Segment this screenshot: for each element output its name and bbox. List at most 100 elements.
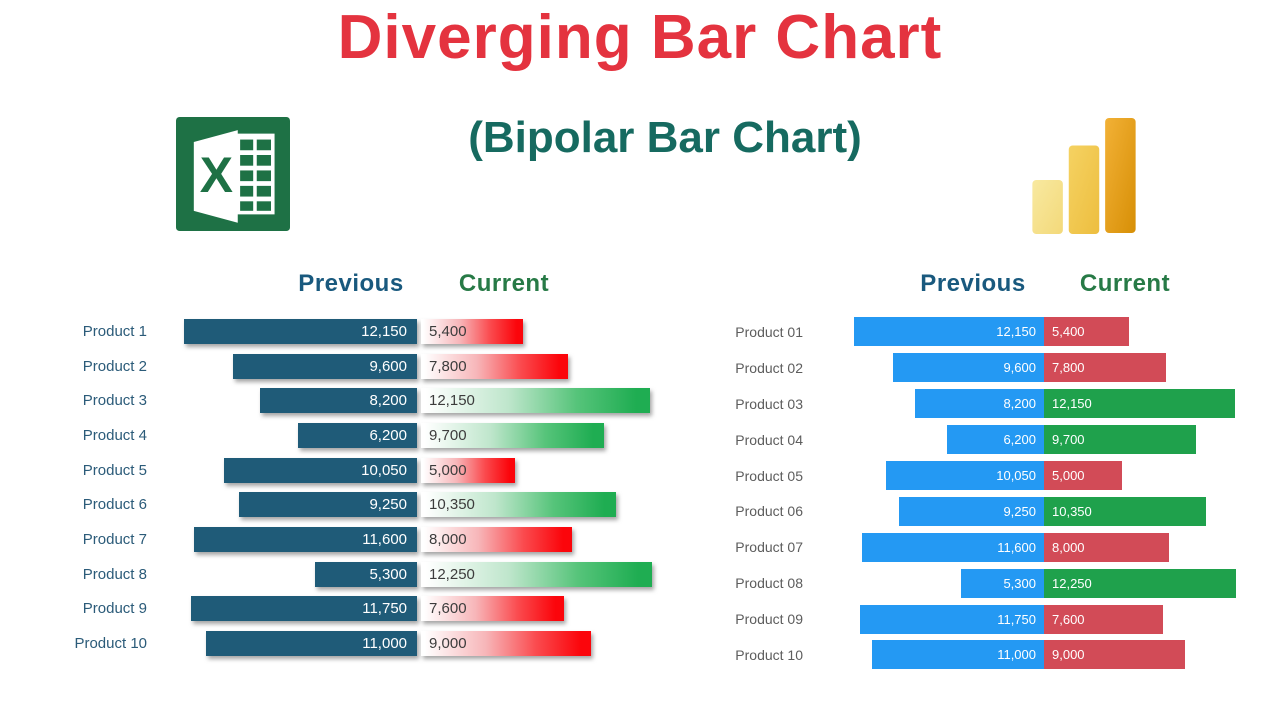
category-label: Product 4 <box>82 426 147 444</box>
current-bar-track: 7,800 <box>421 349 657 384</box>
previous-value: 6,200 <box>1003 432 1036 448</box>
current-bar: 8,000 <box>421 526 573 552</box>
current-bar-track: 8,000 <box>421 522 657 557</box>
current-value: 9,700 <box>429 426 467 444</box>
previous-bar-track: 12,150 <box>177 314 417 349</box>
previous-value: 11,600 <box>362 530 407 548</box>
previous-bar-track: 5,300 <box>177 557 417 592</box>
current-value: 9,000 <box>429 635 467 653</box>
previous-value: 11,000 <box>362 635 407 653</box>
previous-bar: 8,200 <box>259 388 417 414</box>
previous-value: 11,000 <box>997 647 1036 663</box>
category-label: Product 3 <box>82 392 147 410</box>
chart-row: Product 06 9,250 10,350 <box>733 493 1240 529</box>
category-label: Product 2 <box>82 357 147 375</box>
previous-bar: 11,750 <box>191 596 417 622</box>
category-label: Product 6 <box>82 496 147 514</box>
current-bar: 10,350 <box>1044 496 1207 526</box>
current-value: 7,600 <box>1052 611 1085 627</box>
previous-bar-track: 9,250 <box>848 493 1044 529</box>
previous-bar: 6,200 <box>297 422 417 448</box>
previous-bar-track: 9,250 <box>177 487 417 522</box>
previous-bar-track: 11,750 <box>848 601 1044 637</box>
category-label: Product 5 <box>82 461 147 479</box>
current-bar: 12,250 <box>1044 568 1237 598</box>
chart-row: Product 10 11,000 9,000 <box>733 637 1240 673</box>
previous-bar-track: 11,000 <box>177 626 417 661</box>
previous-bar: 12,150 <box>853 317 1044 347</box>
current-value: 5,000 <box>1052 468 1085 483</box>
previous-bar-track: 5,300 <box>848 565 1044 601</box>
current-bar-track: 5,000 <box>1044 458 1240 494</box>
svg-text:X: X <box>200 147 233 203</box>
previous-value: 5,300 <box>1003 575 1036 591</box>
chart-row: Product 6 9,250 10,350 <box>36 487 657 522</box>
previous-bar: 5,300 <box>960 568 1044 598</box>
current-bar: 7,800 <box>1044 353 1167 383</box>
current-value: 7,800 <box>429 357 467 375</box>
previous-bar: 11,000 <box>871 640 1044 670</box>
previous-bar: 10,050 <box>224 457 417 483</box>
previous-bar: 8,200 <box>915 389 1044 419</box>
current-bar-track: 12,250 <box>421 557 657 592</box>
current-value: 7,600 <box>429 600 467 618</box>
current-value: 7,800 <box>1052 360 1085 376</box>
chart-row: Product 9 11,750 7,600 <box>36 592 657 627</box>
column-header-previous: Previous <box>920 270 1026 297</box>
excel-icon: X <box>176 117 290 231</box>
current-bar-track: 9,000 <box>421 626 657 661</box>
current-value: 9,700 <box>1052 432 1085 448</box>
chart-row: Product 01 12,150 5,400 <box>733 314 1240 350</box>
current-value: 10,350 <box>429 496 475 514</box>
current-value: 9,000 <box>1052 647 1085 663</box>
page-title: Diverging Bar Chart <box>337 3 943 72</box>
previous-value: 9,600 <box>369 357 407 375</box>
current-bar-track: 7,600 <box>1044 601 1240 637</box>
category-label: Product 03 <box>735 395 803 412</box>
current-bar: 7,800 <box>421 353 569 379</box>
current-bar: 7,600 <box>421 596 565 622</box>
previous-bar-track: 6,200 <box>848 422 1044 458</box>
previous-bar: 9,600 <box>232 353 417 379</box>
current-value: 8,000 <box>1052 539 1085 555</box>
current-value: 12,250 <box>429 565 475 583</box>
category-label: Product 01 <box>735 323 803 340</box>
previous-value: 9,250 <box>369 496 407 514</box>
current-bar: 9,000 <box>421 631 591 657</box>
previous-value: 8,200 <box>1003 396 1036 412</box>
chart-row: Product 03 8,200 12,150 <box>733 386 1240 422</box>
category-label: Product 10 <box>74 635 147 653</box>
current-bar: 9,700 <box>421 422 605 448</box>
previous-bar: 9,250 <box>898 496 1044 526</box>
current-bar: 5,400 <box>1044 317 1129 347</box>
current-bar: 5,400 <box>421 318 523 344</box>
previous-bar-track: 11,600 <box>177 522 417 557</box>
current-bar-track: 7,800 <box>1044 350 1240 386</box>
current-bar-track: 8,000 <box>1044 529 1240 565</box>
current-value: 12,150 <box>429 392 475 410</box>
category-label: Product 10 <box>735 646 803 663</box>
current-value: 5,400 <box>1052 324 1085 340</box>
column-header-previous: Previous <box>298 270 404 297</box>
chart-row: Product 08 5,300 12,250 <box>733 565 1240 601</box>
chart-row: Product 09 11,750 7,600 <box>733 601 1240 637</box>
chart-rows: Product 01 12,150 5,400 Product 02 9,600 7,80… <box>733 314 1240 673</box>
category-label: Product 8 <box>82 565 147 583</box>
previous-bar: 11,600 <box>194 526 417 552</box>
previous-bar-track: 11,600 <box>848 529 1044 565</box>
category-label: Product 08 <box>735 575 803 592</box>
current-bar-track: 10,350 <box>421 487 657 522</box>
previous-bar: 10,050 <box>886 461 1044 490</box>
previous-bar-track: 11,750 <box>177 592 417 627</box>
previous-bar: 6,200 <box>946 425 1044 455</box>
previous-bar: 11,000 <box>205 631 417 657</box>
current-bar-track: 12,150 <box>421 383 657 418</box>
chart-row: Product 10 11,000 9,000 <box>36 626 657 661</box>
current-bar-track: 9,700 <box>1044 422 1240 458</box>
previous-bar: 5,300 <box>315 561 417 587</box>
category-label: Product 06 <box>735 503 803 520</box>
category-label: Product 9 <box>82 600 147 618</box>
current-bar-track: 5,400 <box>1044 314 1240 350</box>
chart-row: Product 5 10,050 5,000 <box>36 453 657 488</box>
current-bar: 5,000 <box>421 457 516 483</box>
